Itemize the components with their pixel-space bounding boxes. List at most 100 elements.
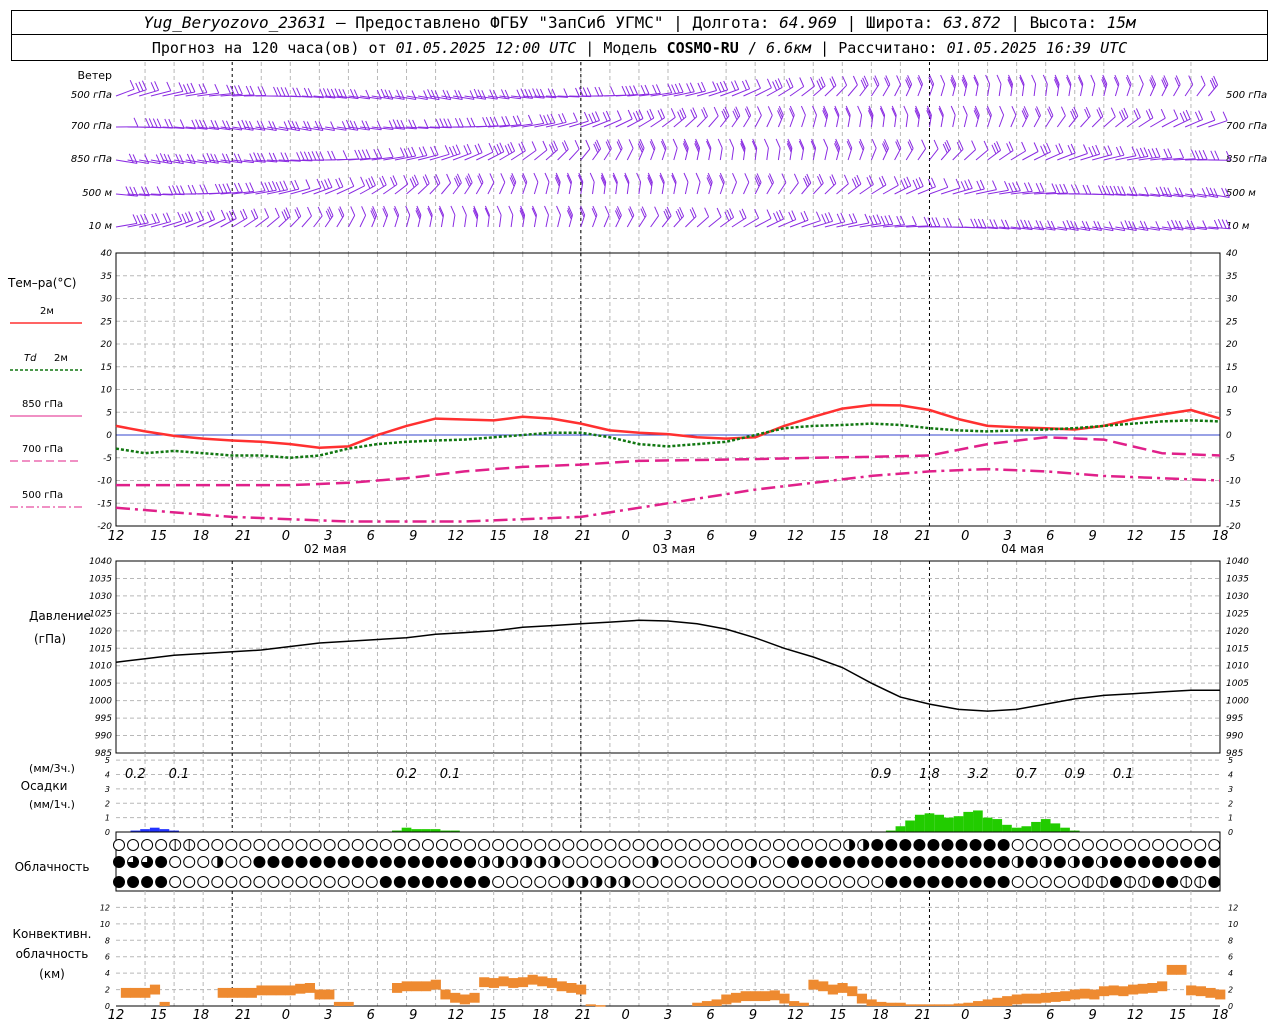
conv-cloud-bar [827,984,838,995]
precip-bar [963,811,974,832]
wind-barb [987,180,1009,195]
conv-cloud-bar [585,1004,596,1006]
wind-barb [847,174,862,195]
cloud-symbol [113,856,125,868]
wind-barb [405,205,411,228]
wind-barb [266,207,280,228]
wind-barb [476,142,494,161]
wind-barb [903,105,909,128]
wind-barb [603,205,610,228]
conv-cloud-bar [1069,989,1081,1000]
conv-cloud-bar [866,999,877,1006]
cloud-symbol [1011,839,1024,851]
wind-barb [743,106,752,128]
wind-barb [743,79,761,97]
wind-barb [615,109,633,128]
temperature-tick-left: -15 [97,499,112,509]
conv-cloud-bar [537,976,548,987]
wind-barb [766,106,773,128]
wind-barb [1113,74,1120,97]
cloud-symbol [801,856,814,868]
cloud-symbol [576,856,589,868]
wind-barb [662,82,684,97]
wind-barb [290,151,313,162]
wind-barb [962,105,968,128]
cloud-symbol [1081,839,1094,851]
cloud-symbol [1109,839,1122,851]
conv-cloud-bar [808,979,819,990]
conv-cloud-bar [1118,986,1129,997]
wind-barb [290,87,313,98]
hour-label-middle: 12 [787,529,804,544]
hour-label-bottom: 3 [1004,1008,1012,1023]
wind-barb [1068,144,1088,161]
wind-barb [336,177,355,195]
wind-barb [706,138,712,161]
wind-barb [243,208,259,228]
cloud-symbol [730,856,743,868]
pressure-tick-left: 1010 [89,662,112,672]
cloud-symbol [857,876,870,888]
conv-tick-right: 2 [1228,986,1233,995]
pressure-line [115,619,1220,712]
temperature-tick-left: 10 [101,386,113,396]
cloud-symbol [941,839,954,851]
hour-label-middle: 15 [490,529,507,544]
wind-barb [452,143,472,161]
wind-barb [867,105,874,128]
pressure-tick-right: 1030 [1226,592,1249,602]
wind-barb [1138,74,1144,97]
precip-tick-left: 1 [105,814,110,823]
wind-barb [964,179,985,195]
wind-barb [393,205,400,228]
hour-label-bottom: 0 [621,1008,629,1023]
wind-barb [647,172,653,195]
date-label: 02 мая [304,542,347,556]
precip-3h-label: 0.7 [1016,767,1037,782]
pressure-tick-left: 1035 [89,574,112,584]
cloud-symbol [407,839,420,851]
wind-barb [475,173,484,195]
precip-bar [140,829,150,832]
conv-cloud-bar [856,993,868,1004]
cloud-symbol [1025,839,1038,851]
temperature-tick-right: 0 [1226,431,1232,441]
wind-barb [1034,183,1057,195]
wind-barb [777,105,784,128]
hour-label-bottom: 9 [409,1008,417,1023]
wind-barb [162,153,184,165]
wind-barb [569,87,592,98]
conv-cloud-bar [1137,983,1148,994]
wind-barb [1208,150,1231,161]
cloud-symbol [169,856,182,868]
wind-barb [1126,108,1141,128]
wind-barb [417,174,430,195]
cloud-symbol [506,839,519,851]
wind-barb [289,207,302,228]
conv-cloud-bar [227,987,238,998]
wind-barb [1007,74,1013,97]
conv-cloud-bar [120,987,132,998]
conv-tick-left: 2 [105,986,110,995]
wind-barb [139,118,162,129]
conv-cloud-bar [256,985,267,996]
precip-bar [1031,821,1041,832]
wind-barbs-group [115,74,1231,232]
cloud-symbol [702,856,715,868]
conv-cloud-bar [934,1004,945,1006]
cloud-symbol [1053,856,1066,868]
cloud-symbol [155,856,168,868]
cloud-symbol [435,856,448,868]
wind-barb [952,140,964,161]
temperature-tick-left: -10 [97,477,112,487]
conv-cloud-bar [1215,989,1226,1000]
conv-tick-right: 6 [1228,953,1233,962]
wind-barb [208,153,231,164]
conv-tick-left: 4 [105,969,110,978]
wind-barb [1161,75,1169,97]
wind-barb [638,84,661,97]
cloud-symbol [955,839,968,851]
hour-label-bottom: 0 [961,1008,969,1023]
wind-barb [301,206,312,228]
